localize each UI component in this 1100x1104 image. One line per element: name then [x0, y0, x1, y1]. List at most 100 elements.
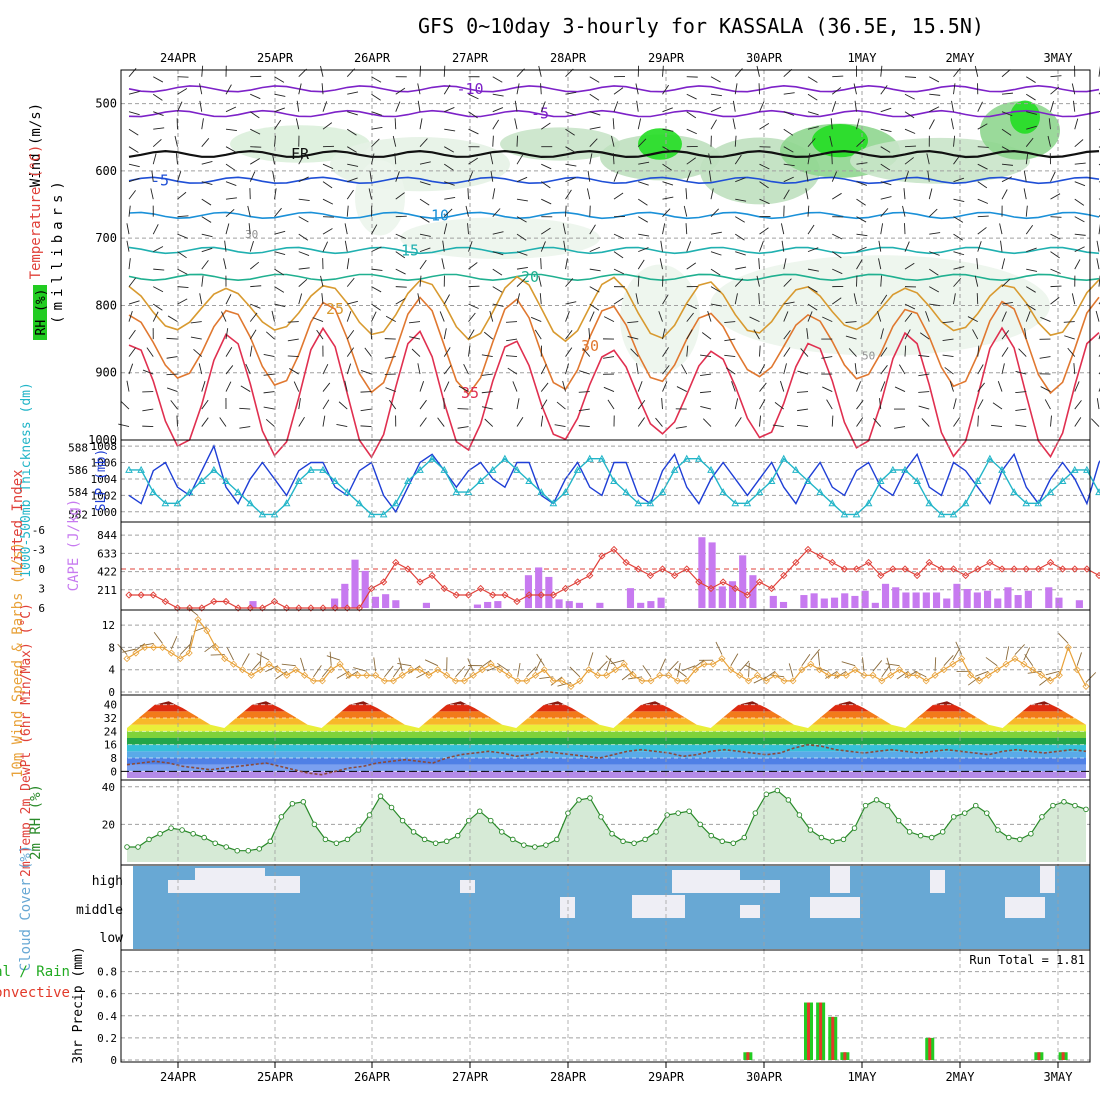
cape-bar: [811, 593, 818, 608]
cape-bar: [892, 587, 899, 608]
rh2m-marker: [477, 809, 482, 814]
precip-tick-label: 0.4: [97, 1010, 117, 1023]
rh2m-marker: [444, 839, 449, 844]
bottom-date-label: 28APR: [550, 1070, 587, 1084]
rh-tick-label: 20: [102, 818, 115, 831]
temp-color-band: [121, 711, 1090, 718]
temp-color-band: [121, 731, 1090, 738]
convective-bar: [831, 1017, 834, 1060]
cape-bar: [566, 601, 573, 608]
cape-bar: [913, 592, 920, 608]
rh2m-marker: [455, 833, 460, 838]
wind-barb-10m: [818, 652, 819, 666]
cape-bar: [698, 537, 705, 608]
convective-bar: [819, 1003, 822, 1060]
rh2m-marker: [400, 818, 405, 823]
rh2m-marker: [841, 837, 846, 842]
wind-barb: [250, 147, 261, 148]
temp-color-band: [121, 738, 1090, 745]
cape-bar: [739, 555, 746, 608]
wind-barb-10m: [257, 654, 269, 661]
rh2m-marker: [147, 837, 152, 842]
thickness-tick-label: 584: [68, 486, 88, 499]
panel-frame: [121, 440, 1090, 522]
cape-bar: [382, 594, 389, 608]
cape-bar: [351, 560, 358, 608]
thickness-tick-label: 588: [68, 442, 88, 455]
li-tick-label: 0: [38, 563, 45, 576]
top-date-label: 26APR: [354, 51, 391, 65]
cape-bar: [249, 601, 256, 608]
bottom-date-label: 30APR: [746, 1070, 783, 1084]
wind-barb-10m: [385, 666, 394, 677]
wind-barb-10m: [154, 632, 162, 643]
wind-barb: [361, 392, 372, 393]
rh2m-marker: [367, 813, 372, 818]
cape-bar: [596, 603, 603, 608]
rh2m-marker: [621, 839, 626, 844]
wind-barb-10m: [242, 654, 249, 666]
convective-bar: [1037, 1052, 1040, 1060]
wind-barb: [1096, 311, 1099, 322]
rh2m-marker: [158, 831, 163, 836]
wind-barb-10m: [456, 666, 465, 676]
rh2m-marker: [1029, 831, 1034, 836]
temperature-ylabel: Temperature (°C): [28, 145, 44, 280]
rh2m-marker: [797, 813, 802, 818]
rh2m-marker: [929, 835, 934, 840]
cape-bar: [770, 596, 777, 608]
rh2m-marker: [863, 803, 868, 808]
cape-bar: [882, 584, 889, 608]
bottom-date-label: 27APR: [452, 1070, 489, 1084]
rh2m-marker: [1018, 837, 1023, 842]
wind-barb-10m: [745, 665, 757, 671]
rh2m-marker: [918, 833, 923, 838]
wind-barb-10m: [313, 665, 321, 677]
cape-tick-label: 633: [97, 547, 117, 560]
temp-tick-label: 0: [110, 765, 117, 778]
rh2m-marker: [742, 835, 747, 840]
rh2m-marker: [356, 828, 361, 833]
rh2m-marker: [1051, 803, 1056, 808]
rh2m-marker: [268, 839, 273, 844]
wind-barb: [905, 346, 906, 357]
wind-barb: [1097, 258, 1099, 269]
temp-color-band: [121, 745, 1090, 752]
cape-bar: [1015, 595, 1022, 608]
rh2m-marker: [599, 815, 604, 820]
rh2m-marker: [191, 831, 196, 836]
cloud-high-block: [672, 870, 740, 893]
temp-color-band: [121, 725, 1090, 732]
cape-bar: [637, 603, 644, 608]
rh2m-marker: [654, 830, 659, 835]
convective-bar: [928, 1038, 931, 1060]
cape-bar: [484, 602, 491, 608]
isotherm-label: 30: [581, 337, 599, 355]
temp-color-band: [121, 705, 1090, 712]
wind-barb: [493, 136, 494, 147]
rh2m-marker: [555, 837, 560, 842]
wind-barb: [323, 217, 334, 218]
wind-barb: [468, 188, 469, 199]
cape-tick-label: 211: [97, 584, 117, 597]
rh2m-marker: [312, 822, 317, 827]
wind-barb-10m: [282, 664, 296, 666]
rh2m-marker: [533, 845, 538, 850]
wind-barb: [905, 146, 916, 147]
cloud-middle-block: [810, 897, 860, 918]
rh2m-marker: [731, 841, 736, 846]
rh2m-marker: [720, 839, 725, 844]
rh2m-marker: [246, 848, 251, 853]
cape-bar: [392, 600, 399, 608]
cape-bar: [647, 601, 654, 608]
wind-barb-10m: [330, 652, 331, 666]
wind-barb-10m: [802, 654, 810, 665]
chart-title: GFS 0~10day 3-hourly for KASSALA (36.5E,…: [418, 14, 984, 38]
run-total-label: Run Total = 1.81: [969, 953, 1085, 967]
wind-barb-10m: [589, 652, 593, 665]
wind-barb-10m: [1086, 672, 1096, 682]
cape-bar: [576, 603, 583, 608]
wind-barb: [978, 216, 989, 217]
temp-color-band: [121, 765, 1090, 772]
